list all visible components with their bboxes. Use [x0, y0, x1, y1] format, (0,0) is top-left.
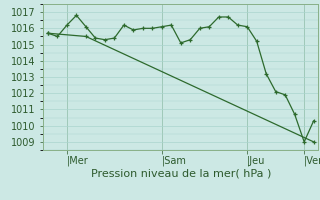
X-axis label: Pression niveau de la mer( hPa ): Pression niveau de la mer( hPa ) [91, 169, 271, 179]
